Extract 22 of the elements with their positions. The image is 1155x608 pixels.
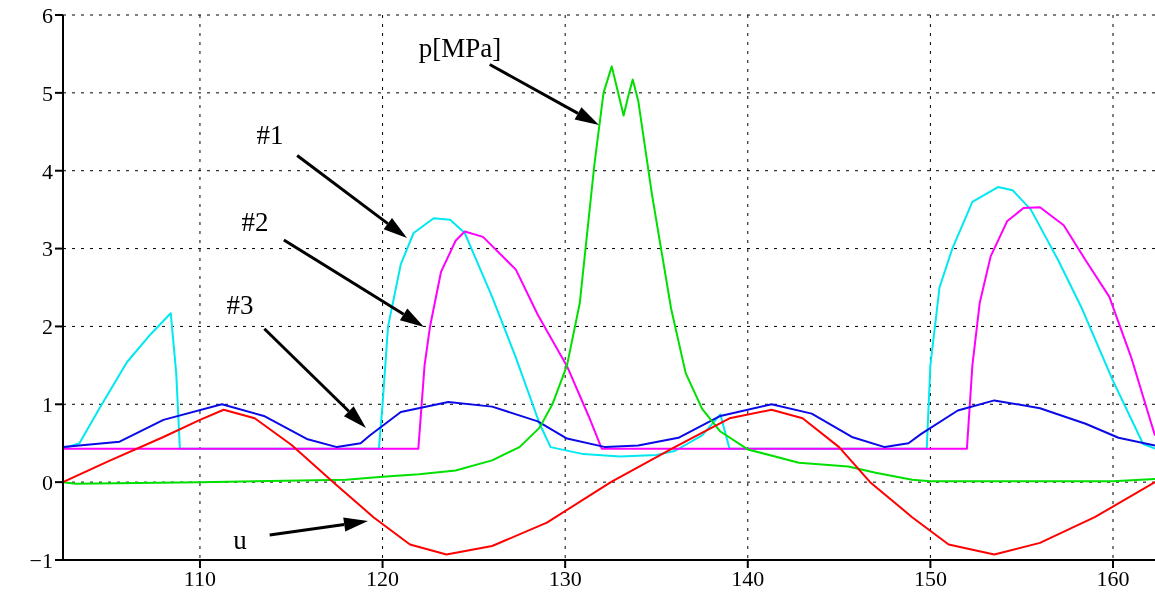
x-tick-label: 120 bbox=[366, 565, 400, 591]
line-series bbox=[63, 399, 1155, 449]
y-tick-label: 6 bbox=[42, 2, 53, 28]
y-tick-label: −1 bbox=[29, 547, 53, 573]
line-series bbox=[63, 65, 1155, 485]
annotation: #2 bbox=[241, 207, 269, 237]
annotation: #3 bbox=[226, 290, 254, 320]
annotation: u bbox=[233, 525, 248, 555]
x-tick-label: 130 bbox=[548, 565, 582, 591]
x-tick-label: 150 bbox=[913, 565, 947, 591]
y-tick-label: 1 bbox=[42, 392, 53, 418]
y-tick-label: 5 bbox=[42, 80, 53, 106]
x-tick-label: 160 bbox=[1096, 565, 1130, 591]
x-tick-label: 140 bbox=[731, 565, 765, 591]
line-series bbox=[63, 408, 1155, 556]
y-tick-label: 3 bbox=[42, 236, 53, 262]
annotation: #1 bbox=[256, 120, 284, 150]
y-tick-label: 0 bbox=[42, 469, 53, 495]
x-tick-label: 110 bbox=[183, 565, 217, 591]
y-tick-label: 4 bbox=[42, 158, 53, 184]
annotation: p[MPa] bbox=[418, 33, 502, 63]
y-tick-label: 2 bbox=[42, 314, 53, 340]
